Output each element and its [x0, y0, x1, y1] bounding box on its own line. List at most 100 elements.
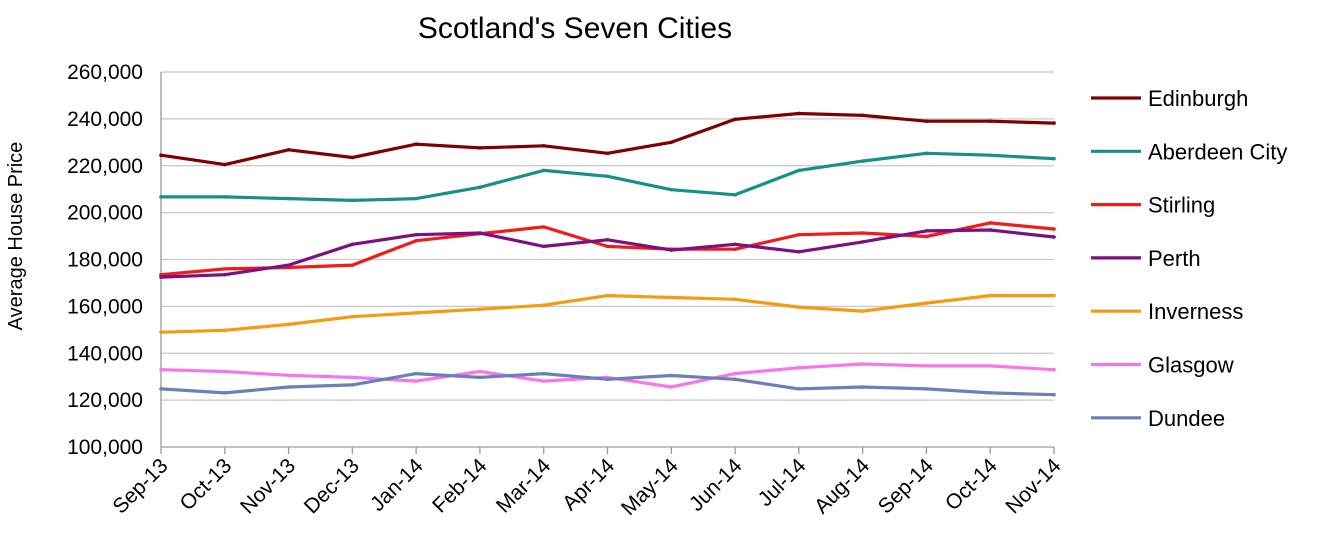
data-point — [478, 375, 482, 380]
legend-item: Edinburgh — [1091, 86, 1248, 111]
data-point — [669, 385, 674, 389]
data-point — [924, 151, 929, 156]
data-point — [797, 232, 801, 237]
legend-item: Stirling — [1091, 193, 1215, 218]
data-point — [988, 228, 993, 232]
y-tick-label: 100,000 — [67, 436, 143, 459]
data-point — [350, 383, 355, 387]
data-point — [988, 364, 993, 368]
data-point — [988, 221, 993, 225]
series-line-glasgow — [159, 362, 1056, 389]
x-tick-label: Apr-14 — [558, 454, 619, 515]
data-point — [797, 249, 801, 254]
data-point — [350, 375, 355, 380]
legend-label: Glasgow — [1148, 353, 1234, 378]
data-point — [222, 369, 227, 374]
legend-label: Inverness — [1148, 299, 1243, 324]
data-point — [286, 373, 291, 378]
data-point — [733, 247, 737, 251]
x-tick-label: Sep-14 — [874, 454, 938, 518]
data-point — [414, 379, 418, 383]
data-point — [797, 168, 801, 173]
y-tick-label: 240,000 — [67, 108, 143, 131]
data-point — [860, 240, 865, 244]
data-point — [1052, 156, 1056, 161]
y-tick-label: 180,000 — [67, 249, 143, 272]
data-point — [541, 144, 546, 148]
legend-item: Dundee — [1091, 406, 1225, 431]
data-point — [988, 293, 993, 298]
data-point — [350, 314, 355, 319]
data-point — [605, 377, 610, 382]
data-point — [860, 362, 865, 366]
data-point — [222, 195, 227, 199]
legend-item: Glasgow — [1091, 353, 1234, 378]
data-point — [222, 272, 227, 277]
data-point — [222, 391, 227, 395]
data-point — [478, 146, 482, 150]
x-tick-label: Sep-13 — [108, 454, 172, 518]
data-point — [414, 196, 418, 201]
data-point — [797, 365, 801, 370]
x-tick-label: Oct-13 — [175, 454, 236, 515]
data-point — [605, 238, 610, 242]
data-point — [478, 307, 482, 311]
y-tick-labels: 100,000 120,000 140,000 160,000 180,000 200,0… — [67, 61, 143, 459]
data-point — [1052, 367, 1056, 372]
x-tick-label: Jun-14 — [685, 454, 747, 516]
data-point — [1052, 227, 1056, 231]
data-point — [159, 330, 163, 334]
data-point — [350, 198, 355, 203]
data-point — [924, 229, 929, 233]
x-tick-label: Dec-13 — [300, 454, 364, 518]
data-point — [924, 301, 929, 305]
data-point — [988, 119, 993, 124]
data-point — [924, 364, 929, 368]
axes — [160, 72, 1055, 454]
data-point — [222, 162, 227, 167]
data-point — [286, 196, 291, 201]
chart-title: Scotland's Seven Cities — [418, 12, 732, 45]
y-axis-label: Average House Price — [5, 142, 27, 331]
data-point — [541, 168, 546, 173]
data-point — [924, 387, 929, 391]
legend-item: Inverness — [1091, 299, 1243, 324]
data-point — [1052, 121, 1056, 125]
data-point — [541, 244, 546, 249]
data-point — [414, 371, 418, 376]
data-point — [222, 328, 227, 333]
data-point — [1052, 392, 1056, 397]
x-tick-label: Nov-14 — [1001, 454, 1065, 518]
data-point — [669, 140, 674, 145]
data-point — [159, 195, 163, 199]
series-line-inverness — [159, 294, 1056, 334]
data-point — [414, 142, 418, 146]
data-point — [286, 148, 291, 152]
data-point — [159, 367, 163, 372]
data-point — [924, 234, 929, 239]
data-point — [669, 187, 674, 192]
data-point — [669, 248, 674, 252]
series-line-edinburgh — [159, 111, 1056, 167]
data-point — [988, 391, 993, 395]
data-point — [541, 371, 546, 376]
data-point — [1052, 293, 1056, 298]
x-tick-label: Oct-14 — [941, 454, 1002, 515]
data-point — [478, 185, 482, 190]
data-point — [733, 117, 737, 122]
data-point — [414, 311, 418, 315]
data-point — [350, 155, 355, 160]
data-point — [541, 225, 546, 229]
data-point — [414, 232, 418, 237]
y-tick-label: 200,000 — [67, 202, 143, 225]
data-point — [988, 153, 993, 158]
x-tick-label: Feb-14 — [428, 454, 492, 518]
data-point — [860, 231, 865, 235]
y-tick-label: 220,000 — [67, 155, 143, 178]
x-tick-label: Jul-14 — [754, 454, 811, 511]
data-point — [733, 297, 737, 302]
data-point — [159, 387, 163, 391]
data-point — [541, 303, 546, 308]
